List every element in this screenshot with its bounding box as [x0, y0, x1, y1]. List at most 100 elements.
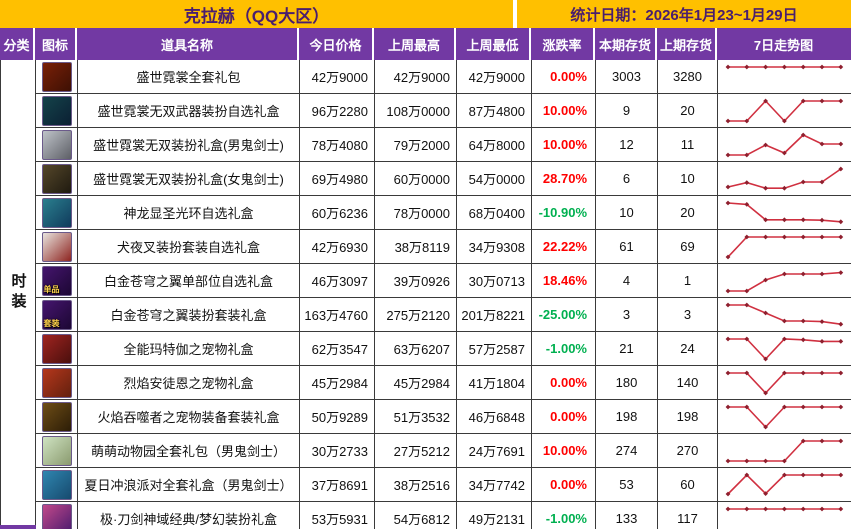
stock-current: 12	[596, 128, 658, 161]
today-price: 46万3097	[300, 264, 375, 297]
trend-sparkline	[725, 200, 844, 225]
trend-chart-cell	[718, 60, 851, 93]
trend-chart-cell	[718, 230, 851, 263]
col-stock-previous: 上期存货	[657, 28, 717, 60]
week-low-price: 42万9000	[457, 60, 532, 93]
weapon-chest-icon	[41, 95, 72, 126]
table-row[interactable]: 全能玛特伽之宠物礼盒 62万3547 63万6207 57万2587 -1.00…	[36, 332, 851, 366]
trend-sparkline	[725, 270, 844, 294]
today-price: 78万4080	[300, 128, 375, 161]
stock-current: 6	[596, 162, 658, 195]
stock-current: 10	[596, 196, 658, 229]
red-package-icon	[41, 61, 72, 92]
col-item-name: 道具名称	[77, 28, 299, 60]
week-low-price: 64万8000	[457, 128, 532, 161]
trend-sparkline	[725, 506, 844, 512]
trend-chart-cell	[718, 264, 851, 297]
today-price: 62万3547	[300, 332, 375, 365]
trend-sparkline	[725, 438, 844, 464]
trend-sparkline	[725, 64, 844, 70]
table-row[interactable]: 烈焰安徒恩之宠物礼盒 45万2984 45万2984 41万1804 0.00%…	[36, 366, 851, 400]
today-price: 69万4980	[300, 162, 375, 195]
item-name: 犬夜叉装扮套装自选礼盒	[78, 230, 300, 263]
trend-chart-cell	[718, 128, 851, 161]
trend-chart-cell	[718, 332, 851, 365]
table-row[interactable]: 盛世霓裳无双武器装扮自选礼盒 96万2280 108万0000 87万4800 …	[36, 94, 851, 128]
today-price: 42万6930	[300, 230, 375, 263]
change-rate: 10.00%	[532, 434, 596, 467]
item-icon-cell: 套装	[36, 298, 78, 331]
week-high-price: 38万8119	[375, 230, 457, 263]
stock-previous: 69	[658, 230, 718, 263]
change-rate: 0.00%	[532, 400, 596, 433]
table-row[interactable]: 盛世霓裳无双装扮礼盒(女鬼剑士) 69万4980 60万0000 54万0000…	[36, 162, 851, 196]
trend-chart-cell	[718, 162, 851, 195]
item-name: 萌萌动物园全套礼包（男鬼剑士）	[78, 434, 300, 467]
week-low-price: 34万9308	[457, 230, 532, 263]
change-rate: 22.22%	[532, 230, 596, 263]
stock-current: 133	[596, 502, 658, 529]
week-low-price: 41万1804	[457, 366, 532, 399]
item-name: 盛世霓裳全套礼包	[78, 60, 300, 93]
table-row[interactable]: 单品 白金苍穹之翼单部位自选礼盒 46万3097 39万0926 30万0713…	[36, 264, 851, 298]
column-header-row: 分类 图标 道具名称 今日价格 上周最高 上周最低 涨跌率 本期存货 上期存货 7日走势图	[0, 28, 851, 60]
table-row[interactable]: 套装 白金苍穹之翼装扮套装礼盒 163万4760 275万2120 201万82…	[36, 298, 851, 332]
table-row[interactable]: 盛世霓裳无双装扮礼盒(男鬼剑士) 78万4080 79万2000 64万8000…	[36, 128, 851, 162]
col-today-price: 今日价格	[299, 28, 374, 60]
stock-current: 3	[596, 298, 658, 331]
week-high-price: 27万5212	[375, 434, 457, 467]
trend-sparkline	[725, 472, 844, 497]
sao-bag-icon	[41, 503, 72, 529]
col-week-low: 上周最低	[456, 28, 531, 60]
male-slayer-portrait-icon	[41, 129, 72, 160]
col-trend-chart: 7日走势图	[753, 37, 814, 53]
stock-previous: 140	[658, 366, 718, 399]
stock-previous: 20	[658, 196, 718, 229]
week-high-price: 39万0926	[375, 264, 457, 297]
change-rate: 0.00%	[532, 468, 596, 501]
pet-giftbox-icon	[41, 333, 72, 364]
item-icon-cell: 单品	[36, 264, 78, 297]
table-row[interactable]: 萌萌动物园全套礼包（男鬼剑士） 30万2733 27万5212 24万7691 …	[36, 434, 851, 468]
today-price: 50万9289	[300, 400, 375, 433]
table-row[interactable]: 夏日冲浪派对全套礼盒（男鬼剑士） 37万8691 38万2516 34万7742…	[36, 468, 851, 502]
change-rate: -1.00%	[532, 502, 596, 529]
week-high-price: 79万2000	[375, 128, 457, 161]
stock-current: 180	[596, 366, 658, 399]
col-week-high: 上周最高	[374, 28, 456, 60]
week-low-price: 46万6848	[457, 400, 532, 433]
stock-previous: 117	[658, 502, 718, 529]
item-name: 烈焰安徒恩之宠物礼盒	[78, 366, 300, 399]
item-icon-cell	[36, 162, 78, 195]
stock-previous: 11	[658, 128, 718, 161]
change-rate: 18.46%	[532, 264, 596, 297]
week-low-price: 34万7742	[457, 468, 532, 501]
change-rate: 28.70%	[532, 162, 596, 195]
week-high-price: 63万6207	[375, 332, 457, 365]
table-row[interactable]: 火焰吞噬者之宠物装备套装礼盒 50万9289 51万3532 46万6848 0…	[36, 400, 851, 434]
item-name: 白金苍穹之翼装扮套装礼盒	[78, 298, 300, 331]
col-icon: 图标	[35, 28, 77, 60]
table-row[interactable]: 盛世霓裳全套礼包 42万9000 42万9000 42万9000 0.00% 3…	[36, 60, 851, 94]
week-low-price: 201万8221	[457, 298, 532, 331]
week-low-price: 30万0713	[457, 264, 532, 297]
table-row[interactable]: 犬夜叉装扮套装自选礼盒 42万6930 38万8119 34万9308 22.2…	[36, 230, 851, 264]
item-name: 夏日冲浪派对全套礼盒（男鬼剑士）	[78, 468, 300, 501]
week-high-price: 51万3532	[375, 400, 457, 433]
trend-chart-cell	[718, 434, 851, 467]
week-high-price: 275万2120	[375, 298, 457, 331]
week-high-price: 78万0000	[375, 196, 457, 229]
week-high-price: 108万0000	[375, 94, 457, 127]
stock-current: 274	[596, 434, 658, 467]
trend-chart-cell	[718, 298, 851, 331]
trend-chart-cell	[718, 400, 851, 433]
today-price: 45万2984	[300, 366, 375, 399]
item-icon-cell	[36, 468, 78, 501]
stock-previous: 1	[658, 264, 718, 297]
trend-sparkline	[725, 404, 844, 430]
trend-sparkline	[725, 336, 844, 362]
table-row[interactable]: 神龙显圣光环自选礼盒 60万6236 78万0000 68万0400 -10.9…	[36, 196, 851, 230]
change-rate: 0.00%	[532, 366, 596, 399]
stock-previous: 270	[658, 434, 718, 467]
table-row[interactable]: 极·刀剑神域经典/梦幻装扮礼盒 53万5931 54万6812 49万2131 …	[36, 502, 851, 529]
